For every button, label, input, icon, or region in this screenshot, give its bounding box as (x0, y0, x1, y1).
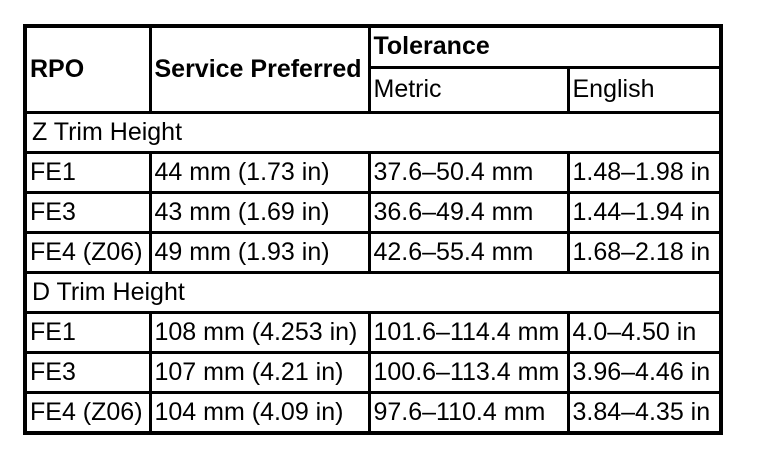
cell-rpo: FE1 (23, 151, 152, 194)
header-metric: Metric (367, 66, 570, 114)
cell-tolerance-english: 1.48–1.98 in (566, 151, 723, 194)
header-english: English (566, 66, 723, 114)
cell-tolerance-english: 3.84–4.35 in (566, 391, 723, 435)
table-row: FE3 43 mm (1.69 in) 36.6–49.4 mm 1.44–1.… (23, 191, 723, 234)
cell-tolerance-metric: 100.6–113.4 mm (367, 351, 570, 394)
cell-service-preferred: 44 mm (1.73 in) (148, 151, 371, 194)
cell-service-preferred: 107 mm (4.21 in) (148, 351, 371, 394)
cell-tolerance-metric: 97.6–110.4 mm (367, 391, 570, 435)
table-row: FE1 108 mm (4.253 in) 101.6–114.4 mm 4.0… (23, 311, 723, 354)
section-title: D Trim Height (23, 271, 723, 314)
cell-tolerance-metric: 42.6–55.4 mm (367, 231, 570, 274)
cell-service-preferred: 104 mm (4.09 in) (148, 391, 371, 435)
cell-tolerance-english: 4.0–4.50 in (566, 311, 723, 354)
header-row-sub: Metric English (25, 66, 723, 114)
cell-tolerance-metric: 101.6–114.4 mm (367, 311, 570, 354)
cell-rpo: FE3 (23, 191, 152, 234)
cell-tolerance-english: 1.68–2.18 in (566, 231, 723, 274)
header-row-top: RPO Service Preferred Tolerance (23, 24, 723, 114)
header-tolerance: Tolerance (367, 24, 723, 69)
cell-rpo: FE3 (23, 351, 152, 394)
table-row: FE3 107 mm (4.21 in) 100.6–113.4 mm 3.96… (23, 351, 723, 394)
cell-rpo: FE4 (Z06) (23, 391, 152, 435)
trim-height-spec-table: RPO Service Preferred Tolerance Metric E… (23, 24, 723, 435)
cell-tolerance-metric: 37.6–50.4 mm (367, 151, 570, 194)
cell-service-preferred: 49 mm (1.93 in) (148, 231, 371, 274)
header-rpo: RPO (23, 24, 152, 114)
section-title: Z Trim Height (23, 111, 723, 154)
section-band-d-trim-height: D Trim Height (23, 271, 723, 314)
cell-rpo: FE4 (Z06) (23, 231, 152, 274)
header-service-preferred: Service Preferred (148, 24, 371, 114)
table-row: FE1 44 mm (1.73 in) 37.6–50.4 mm 1.48–1.… (23, 151, 723, 194)
section-band-z-trim-height: Z Trim Height (23, 111, 723, 154)
cell-rpo: FE1 (23, 311, 152, 354)
cell-service-preferred: 43 mm (1.69 in) (148, 191, 371, 234)
cell-service-preferred: 108 mm (4.253 in) (148, 311, 371, 354)
table-row: FE4 (Z06) 49 mm (1.93 in) 42.6–55.4 mm 1… (23, 231, 723, 274)
cell-tolerance-english: 3.96–4.46 in (566, 351, 723, 394)
cell-tolerance-english: 1.44–1.94 in (566, 191, 723, 234)
cell-tolerance-metric: 36.6–49.4 mm (367, 191, 570, 234)
table-row: FE4 (Z06) 104 mm (4.09 in) 97.6–110.4 mm… (23, 391, 723, 435)
